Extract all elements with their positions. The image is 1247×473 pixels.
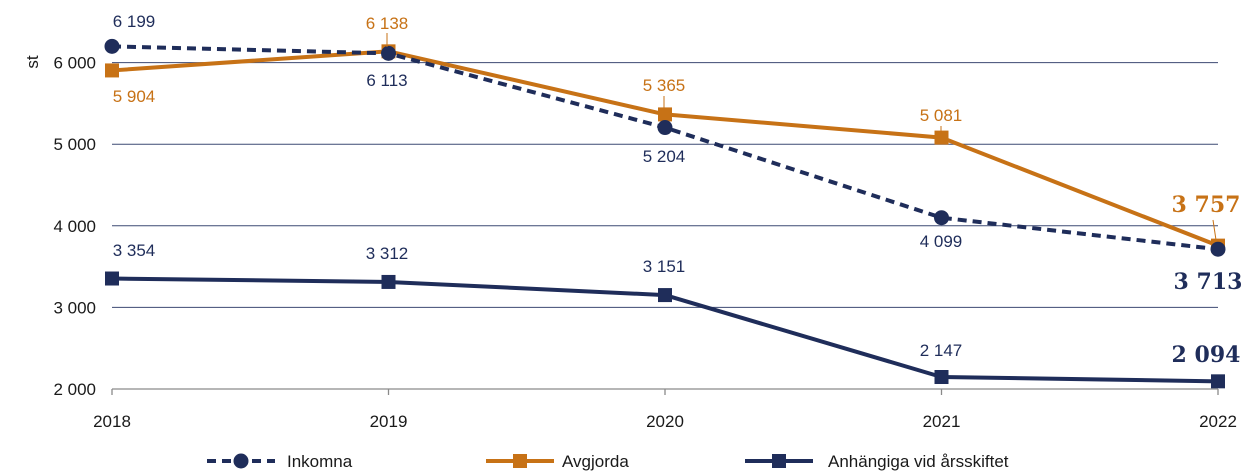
data-point <box>105 271 119 286</box>
legend-marker <box>513 454 527 468</box>
data-point <box>1211 374 1225 389</box>
data-label: 5 204 <box>643 147 686 166</box>
y-tick-label: 6 000 <box>53 54 96 73</box>
data-label: 3 312 <box>366 244 409 263</box>
legend-label: Avgjorda <box>562 452 629 471</box>
legend-marker <box>233 453 249 469</box>
x-tick-label: 2018 <box>93 412 131 431</box>
data-label: 6 138 <box>366 14 409 33</box>
data-point <box>934 210 949 226</box>
y-tick-label: 2 000 <box>53 380 96 399</box>
data-labels: 6 199 6 113 5 204 4 099 3 713 5 904 6 138 5 365… <box>113 12 1243 368</box>
series-layer <box>104 38 1226 389</box>
data-label: 3 757 <box>1172 192 1241 218</box>
x-axis: 2018 2019 2020 2021 2022 <box>93 389 1237 431</box>
data-point <box>381 274 396 289</box>
data-point <box>381 45 396 61</box>
y-tick-label: 5 000 <box>53 135 96 154</box>
x-tick-label: 2019 <box>370 412 408 431</box>
y-tick-label: 4 000 <box>53 217 96 236</box>
x-tick-label: 2022 <box>1199 412 1237 431</box>
data-point <box>934 370 949 385</box>
data-label: 2 094 <box>1172 342 1241 368</box>
legend-label: Inkomna <box>287 452 353 471</box>
y-axis: 2 000 3 000 4 000 5 000 6 000 <box>53 54 96 399</box>
data-point <box>934 130 949 145</box>
data-point <box>657 120 673 136</box>
data-label: 5 904 <box>113 87 156 106</box>
y-tick-label: 3 000 <box>53 298 96 317</box>
data-label: 6 113 <box>366 71 407 90</box>
data-label: 3 354 <box>113 241 156 260</box>
x-tick-label: 2020 <box>646 412 684 431</box>
data-label: 3 151 <box>643 257 686 276</box>
legend: Inkomna Avgjorda Anhängiga vid årsskiftet <box>207 452 1009 471</box>
data-point <box>104 38 120 54</box>
data-label: 5 365 <box>643 76 686 95</box>
data-label: 4 099 <box>920 232 963 251</box>
legend-marker <box>772 454 786 468</box>
x-tick-label: 2021 <box>923 412 961 431</box>
label-leader-line <box>1212 219 1217 241</box>
data-point <box>105 63 119 78</box>
data-label: 6 199 <box>113 12 156 31</box>
data-point <box>1210 241 1226 257</box>
data-point <box>658 107 672 122</box>
data-label: 5 081 <box>920 106 963 125</box>
data-label: 3 713 <box>1174 269 1243 295</box>
y-axis-label: st <box>23 55 42 69</box>
data-point <box>658 288 672 303</box>
data-label: 2 147 <box>920 341 963 360</box>
legend-label: Anhängiga vid årsskiftet <box>828 452 1009 471</box>
